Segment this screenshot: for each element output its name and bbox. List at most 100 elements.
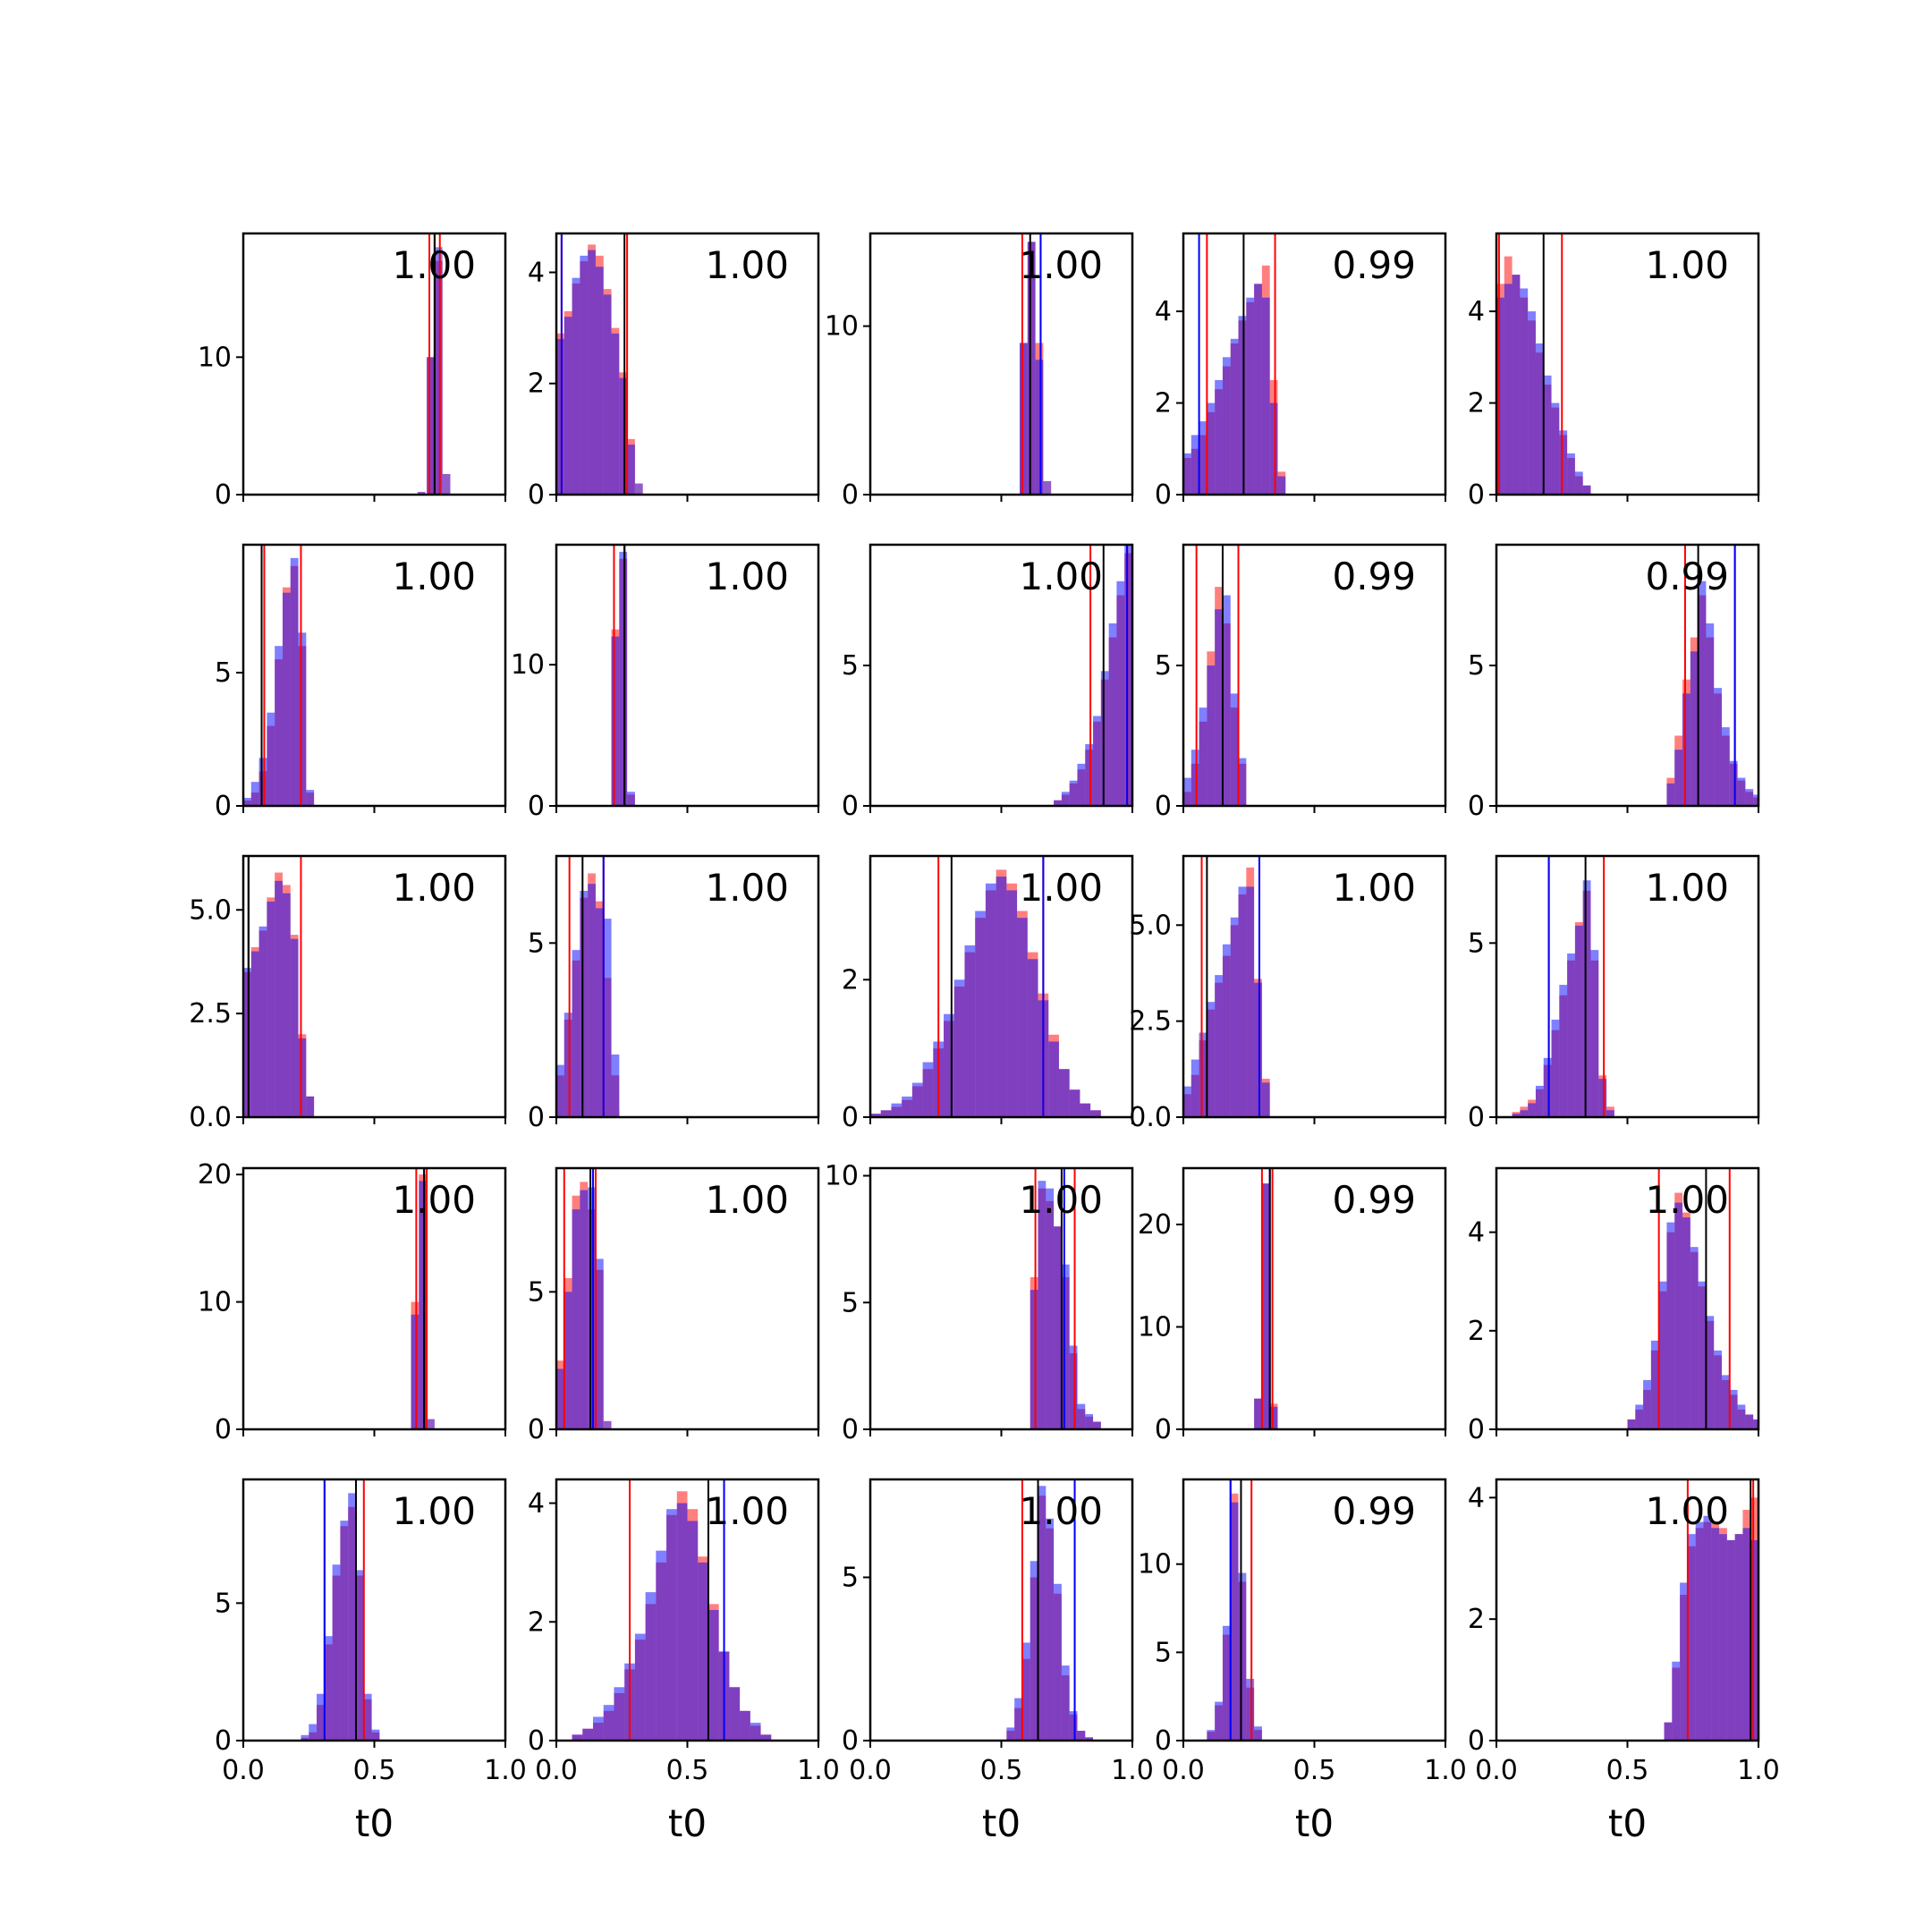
- blue-histogram-bar: [1750, 1539, 1758, 1741]
- y-tick-label: 5.0: [1129, 910, 1172, 941]
- x-tick-label: 1.0: [797, 1755, 840, 1786]
- blue-histogram-bar: [1038, 1181, 1046, 1429]
- blue-histogram-bar: [588, 1187, 596, 1429]
- blue-histogram-bar: [1635, 1404, 1644, 1429]
- blue-histogram-bar: [1054, 1226, 1062, 1429]
- blue-histogram-bar: [1745, 789, 1754, 806]
- blue-histogram-bar: [1238, 1572, 1247, 1741]
- blue-histogram-bar: [619, 551, 628, 806]
- y-tick-label: 0: [528, 1102, 545, 1133]
- blue-histogram-bar: [1714, 1350, 1722, 1429]
- blue-histogram-bar: [1729, 760, 1738, 806]
- y-tick-label: 10: [1138, 1549, 1172, 1580]
- subplot-1-4: 0 2 4 0.99: [1155, 232, 1447, 511]
- blue-histogram-bar: [996, 877, 1007, 1117]
- blue-histogram-bar: [275, 646, 283, 806]
- blue-histogram-bar: [1246, 886, 1255, 1117]
- blue-histogram-bar: [1077, 763, 1086, 806]
- blue-histogram-bar: [1504, 284, 1513, 495]
- blue-histogram-bar: [1222, 357, 1231, 495]
- subplot-3-4: 0.0 2.5 5.0 1.00: [1129, 854, 1447, 1133]
- blue-histogram-bar: [1090, 1110, 1101, 1117]
- blue-histogram-bar: [1528, 1103, 1536, 1117]
- blue-histogram-bar: [1567, 953, 1575, 1117]
- blue-histogram-bar: [1080, 1103, 1091, 1117]
- y-tick-label: 4: [1468, 1482, 1485, 1513]
- blue-histogram-bar: [1215, 1701, 1223, 1741]
- y-tick-label: 2: [1468, 388, 1485, 419]
- blue-histogram-bar: [1069, 1345, 1078, 1429]
- blue-histogram-bar: [1085, 1413, 1094, 1429]
- blue-histogram-bar: [1077, 1731, 1086, 1741]
- x-tick-label: 0.0: [849, 1755, 892, 1786]
- blue-histogram-bar: [1207, 402, 1216, 495]
- y-tick-label: 4: [528, 1488, 545, 1520]
- blue-histogram-bar: [1520, 1110, 1529, 1117]
- blue-histogram-bar: [1238, 758, 1247, 806]
- blue-histogram-bar: [595, 267, 604, 495]
- blue-histogram-bar: [1020, 343, 1028, 495]
- blue-histogram-bar: [1721, 1375, 1730, 1429]
- blue-histogram-bar: [572, 277, 580, 495]
- blue-histogram-bar: [564, 1292, 572, 1429]
- tail-bar: [634, 483, 643, 495]
- blue-histogram-bar: [1674, 750, 1683, 806]
- coverage-annotation: 0.99: [1332, 1489, 1416, 1533]
- blue-histogram-bar: [1559, 430, 1568, 495]
- plot-area: [1183, 856, 1270, 1117]
- blue-histogram-bar: [419, 1181, 428, 1429]
- subplot-4-2: 051.00: [528, 1166, 820, 1445]
- blue-histogram-bar: [1598, 1079, 1607, 1117]
- blue-histogram-bar: [614, 1687, 625, 1741]
- blue-histogram-bar: [880, 1110, 892, 1117]
- blue-histogram-bar: [1682, 693, 1690, 806]
- y-tick-label: 5: [1155, 1637, 1172, 1668]
- blue-histogram-bar: [1254, 1726, 1262, 1741]
- plot-area: [1627, 1168, 1758, 1429]
- coverage-annotation: 1.00: [1019, 866, 1103, 910]
- y-tick-label: 0: [842, 1414, 859, 1445]
- blue-histogram-bar: [1069, 780, 1078, 806]
- blue-histogram-bar: [580, 1190, 589, 1429]
- blue-histogram-bar: [1512, 275, 1521, 495]
- blue-histogram-bar: [1512, 1114, 1521, 1117]
- plot-area: [1183, 545, 1247, 806]
- blue-histogram-bar: [1069, 1089, 1080, 1117]
- subplot-1-2: 0 2 4 1.00: [528, 232, 820, 511]
- blue-histogram-bar: [1567, 453, 1575, 495]
- blue-histogram-bar: [1085, 743, 1094, 806]
- blue-histogram-bar: [953, 979, 965, 1117]
- y-tick-label: 0: [842, 791, 859, 822]
- blue-histogram-bar: [556, 1064, 564, 1117]
- y-tick-label: 10: [511, 649, 545, 681]
- blue-histogram-bar: [1680, 1582, 1688, 1741]
- plot-area: [1030, 1168, 1101, 1429]
- y-tick-label: 2: [528, 1606, 545, 1638]
- blue-histogram-bar: [1124, 545, 1132, 806]
- blue-histogram-bar: [1658, 1281, 1667, 1429]
- y-tick-label: 0: [842, 1725, 859, 1757]
- blue-histogram-bar: [1246, 297, 1255, 495]
- blue-histogram-bar: [1222, 1625, 1231, 1741]
- blue-histogram-bar: [603, 294, 612, 495]
- coverage-annotation: 1.00: [705, 555, 789, 598]
- blue-histogram-bar: [922, 1062, 934, 1117]
- blue-histogram-bar: [298, 1038, 307, 1117]
- blue-histogram-bar: [1038, 1486, 1046, 1741]
- subplot-4-1: 0 10 20 1.00: [198, 1159, 507, 1445]
- x-tick-label: 0.5: [1606, 1755, 1649, 1786]
- blue-histogram-bar: [1551, 1019, 1560, 1117]
- blue-histogram-bar: [1246, 1678, 1255, 1741]
- tail-bar: [611, 1110, 620, 1117]
- blue-histogram-bar: [1574, 925, 1583, 1117]
- blue-histogram-bar: [1048, 1041, 1059, 1117]
- blue-histogram-bar: [1711, 1528, 1720, 1741]
- blue-histogram-bar: [275, 880, 283, 1117]
- x-tick-label: 0.5: [980, 1755, 1023, 1786]
- coverage-annotation: 1.00: [1019, 1178, 1103, 1222]
- blue-histogram-bar: [1207, 1002, 1216, 1117]
- y-tick-label: 0: [528, 1414, 545, 1445]
- blue-histogram-bar: [556, 339, 564, 495]
- x-tick-label: 0.5: [666, 1755, 709, 1786]
- blue-histogram-bar: [611, 636, 620, 806]
